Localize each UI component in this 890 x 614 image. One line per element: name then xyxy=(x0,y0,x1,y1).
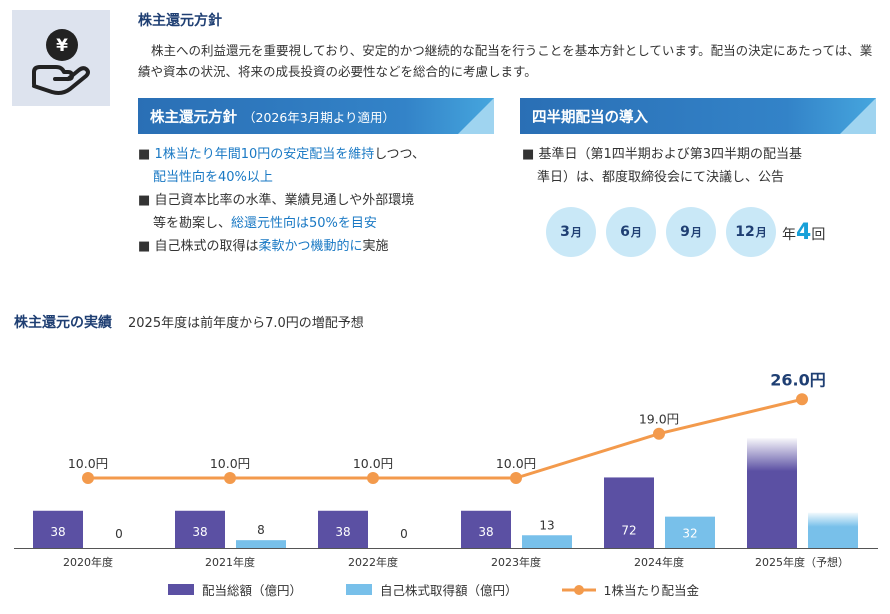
bullet-2-text: 自己資本比率の水準、業績見通しや外部環境 xyxy=(154,193,415,208)
x-tick-label-1: 2021年度 xyxy=(205,555,255,569)
x-tick-label-4: 2024年度 xyxy=(634,555,684,569)
left-box-title: 株主還元方針 xyxy=(150,109,237,126)
bullet-item: ■ 自己株式の取得は柔軟かつ機動的に実施 xyxy=(138,235,508,258)
bullet-item: ■ 自己資本比率の水準、業績見通しや外部環境 等を勘案し、総還元性向は50%を目… xyxy=(138,189,508,235)
right-box-bullet: ■ 基準日（第1四半期および第3四半期の配当基 準日）は、都度取締役会にて決議し… xyxy=(522,143,882,189)
bar-buyback-1 xyxy=(236,540,286,548)
bar-dividend-0 xyxy=(33,510,83,548)
bar-buyback-label-0: 0 xyxy=(115,527,123,541)
legend-buyback: 自己株式取得額（億円） xyxy=(346,580,518,599)
bar-buyback-5 xyxy=(808,512,858,548)
bar-buyback-label-2: 0 xyxy=(400,527,408,541)
left-box-header: 株主還元方針 （2026年3月期より適用） xyxy=(138,98,494,134)
bullet-1-highlight: 1株当たり年間10円の安定配当を維持 xyxy=(154,147,375,162)
bar-buyback-label-4: 32 xyxy=(682,526,697,540)
bullet-square-icon: ■ xyxy=(138,193,151,208)
dps-point-5 xyxy=(796,393,808,406)
dps-point-0 xyxy=(82,472,94,484)
chart-title-row: 株主還元の実績 2025年度は前年度から7.0円の増配予想 xyxy=(14,312,364,332)
bar-dividend-label-4: 72 xyxy=(621,524,636,538)
legend-swatch-buyback xyxy=(346,584,373,595)
bullet-2-text-2: 等を勘案し、 xyxy=(153,216,232,231)
bar-dividend-1 xyxy=(175,510,225,548)
dps-line xyxy=(88,397,803,480)
bullet-3-text: 自己株式の取得は xyxy=(154,239,259,254)
bar-dividend-2 xyxy=(318,510,368,548)
bar-buyback-label-1: 8 xyxy=(257,523,265,537)
bullet-square-icon: ■ xyxy=(138,239,151,254)
left-box-bullets: ■ 1株当たり年間10円の安定配当を維持しつつ、 配当性向を40%以上 ■ 自己… xyxy=(138,143,508,258)
bullet-2-highlight: 総還元性向は50%を目安 xyxy=(231,216,377,231)
bar-buyback-label-3: 13 xyxy=(539,518,554,532)
dps-label-0: 10.0円 xyxy=(68,456,108,471)
bar-dividend-label-0: 38 xyxy=(50,525,65,539)
bar-dividend-label-2: 38 xyxy=(335,525,350,539)
x-tick-label-2: 2022年度 xyxy=(348,555,398,569)
chart-subtitle: 2025年度は前年度から7.0円の増配予想 xyxy=(128,316,364,331)
bar-dividend-label-3: 38 xyxy=(478,525,493,539)
bar-dividend-5 xyxy=(747,438,797,548)
chart-legend: 配当総額（億円） 自己株式取得額（億円） 1株当たり配当金 xyxy=(168,580,699,599)
svg-text:¥: ¥ xyxy=(56,36,68,56)
bullet-1-highlight-2: 配当性向を40%以上 xyxy=(153,170,273,185)
policy-title: 株主還元方針 xyxy=(138,13,222,29)
x-tick-label-5: 2025年度（予想） xyxy=(755,555,849,569)
bullet-3-text-2: 実施 xyxy=(362,239,389,254)
dps-point-3 xyxy=(510,472,522,484)
bullet-3-highlight: 柔軟かつ機動的に xyxy=(258,239,363,254)
dps-label-3: 10.0円 xyxy=(496,456,536,471)
x-tick-label-3: 2023年度 xyxy=(491,555,541,569)
dps-point-4 xyxy=(653,427,665,440)
legend-dps: 1株当たり配当金 xyxy=(561,580,699,599)
bar-buyback-3 xyxy=(522,535,572,548)
dps-label-4: 19.0円 xyxy=(639,412,679,427)
dps-point-1 xyxy=(224,472,236,484)
right-box-title: 四半期配当の導入 xyxy=(532,109,648,126)
dps-label-5: 26.0円 xyxy=(770,370,825,389)
times-per-year: 年4回 xyxy=(782,219,826,245)
yen-hand-icon: ¥ xyxy=(32,29,90,95)
bar-buyback-4 xyxy=(665,516,715,548)
bar-dividend-label-1: 38 xyxy=(192,525,207,539)
bullet-1-text: しつつ、 xyxy=(374,147,425,162)
right-box-header: 四半期配当の導入 xyxy=(520,98,876,134)
bullet-square-icon: ■ xyxy=(138,147,151,162)
dps-label-1: 10.0円 xyxy=(210,456,250,471)
x-tick-label-0: 2020年度 xyxy=(63,555,113,569)
legend-line-dps-icon xyxy=(561,584,596,595)
left-box-subtitle: （2026年3月期より適用） xyxy=(243,109,396,125)
band-corner-decoration xyxy=(458,98,494,134)
right-bullet-line-2: 準日）は、都度取締役会にて決議し、公告 xyxy=(537,170,785,185)
policy-description: 株主への利益還元を重要視しており、安定的かつ継続的な配当を行うことを基本方針とし… xyxy=(138,43,873,79)
right-bullet-line-1: 基準日（第1四半期および第3四半期の配当基 xyxy=(538,147,802,162)
bar-dividend-3 xyxy=(461,510,511,548)
dps-label-2: 10.0円 xyxy=(353,456,393,471)
yen-hand-icon-box: ¥ xyxy=(12,10,110,106)
band-corner-decoration xyxy=(840,98,876,134)
dps-point-2 xyxy=(367,472,379,484)
bar-dividend-4 xyxy=(604,477,654,548)
legend-dividend: 配当総額（億円） xyxy=(168,580,302,599)
legend-swatch-dividend xyxy=(168,584,194,595)
bullet-item: ■ 1株当たり年間10円の安定配当を維持しつつ、 配当性向を40%以上 xyxy=(138,143,508,189)
month-circle-12: 12 月 xyxy=(726,207,776,257)
bullet-square-icon: ■ xyxy=(522,147,535,162)
chart-title: 株主還元の実績 xyxy=(14,315,112,331)
